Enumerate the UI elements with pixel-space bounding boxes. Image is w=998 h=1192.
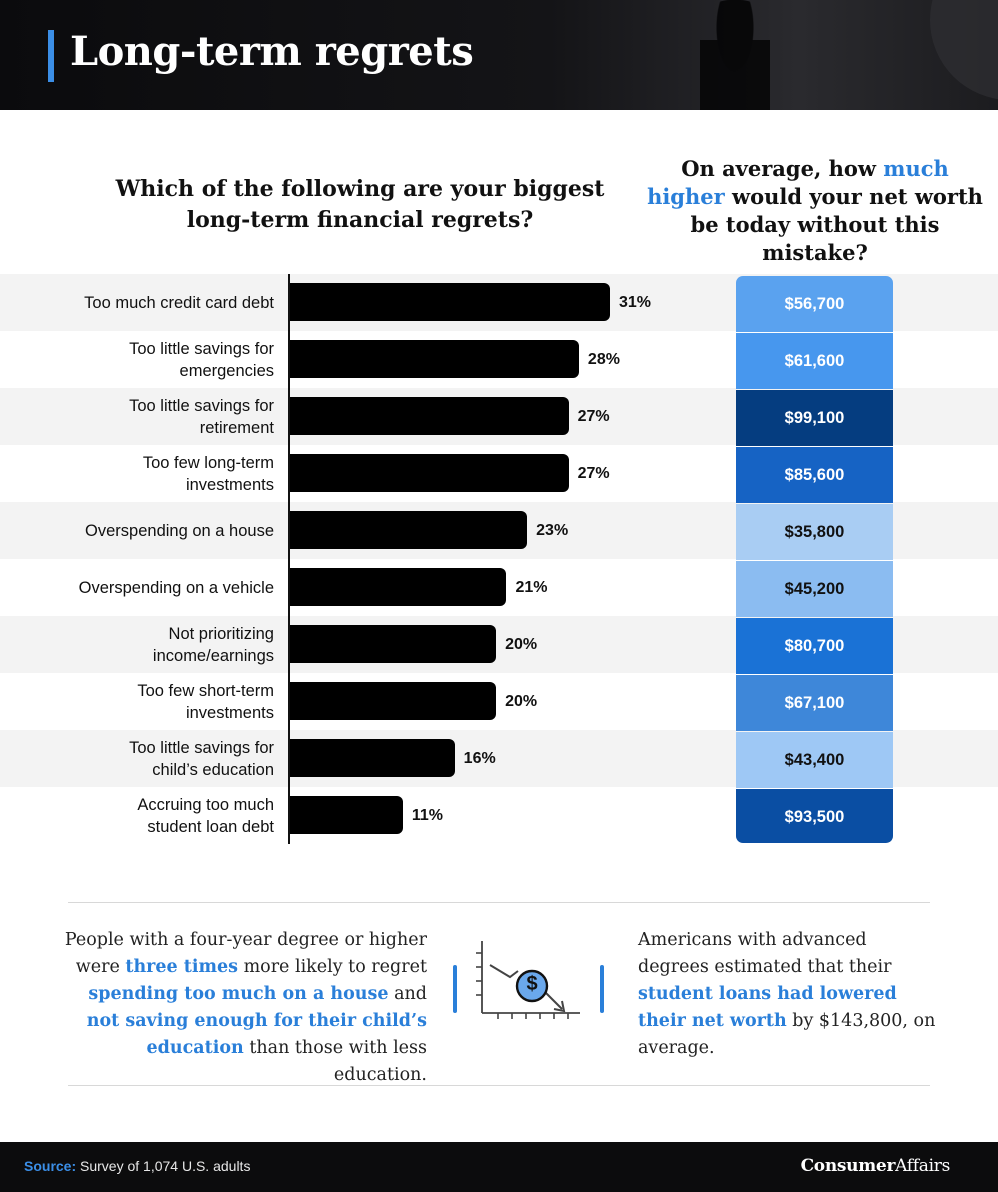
net-worth-cell: $67,100 (736, 675, 893, 731)
right-question-pre: On average, how (681, 156, 884, 181)
bar (289, 796, 403, 834)
net-worth-cell: $93,500 (736, 789, 893, 843)
net-worth-cell: $43,400 (736, 732, 893, 788)
bar (289, 283, 610, 321)
category-label-line: Too little savings for (129, 396, 274, 415)
value-label: 23% (536, 521, 569, 539)
category-label: Too few long-term investments (14, 445, 274, 502)
value-label: 31% (619, 293, 652, 311)
category-label: Too little savings for emergencies (14, 331, 274, 388)
value-label: 27% (577, 407, 610, 425)
category-label-line: emergencies (179, 361, 274, 380)
category-label-line: Overspending on a house (85, 521, 274, 540)
note-text: by $143,800, on average. (638, 1011, 936, 1058)
category-label: Accruing too much student loan debt (14, 787, 274, 844)
regret-row: Accruing too much student loan debt 11% (0, 787, 998, 844)
right-question-highlight: much higher (647, 156, 949, 209)
bar (289, 397, 569, 435)
net-worth-cell: $35,800 (736, 504, 893, 560)
note-text: Americans with advanced degrees estimate… (638, 930, 892, 977)
category-label-line: investments (185, 475, 274, 494)
net-worth-cell: $80,700 (736, 618, 893, 674)
category-label: Too few short-term investments (14, 673, 274, 730)
note-highlight: spending too much on a house (88, 984, 389, 1004)
person-silhouette (700, 0, 770, 110)
note-text: People with a four-year degree or higher… (64, 930, 427, 977)
note-text: than those with less education. (243, 1038, 427, 1085)
bar (289, 340, 579, 378)
net-worth-cell: $61,600 (736, 333, 893, 389)
logo-bold: Consumer (800, 1156, 896, 1176)
regret-row: Too few short-term investments 20% (0, 673, 998, 730)
regret-row: Too few long-term investments 27% (0, 445, 998, 502)
net-worth-cell: $56,700 (736, 276, 893, 332)
logo-regular: Affairs (895, 1156, 950, 1176)
category-label-line: income/earnings (152, 646, 274, 665)
category-label: Too little savings for retirement (14, 388, 274, 445)
category-label-line: Too little savings for (129, 738, 274, 757)
value-label: 11% (411, 806, 444, 824)
bar (289, 511, 528, 549)
note-text: more likely to regret (238, 957, 427, 977)
category-label-line: student loan debt (147, 817, 274, 836)
student-loan-note: Americans with advanced degrees estimate… (638, 927, 938, 1062)
category-label: Too much credit card debt (14, 274, 274, 331)
page-title: Long-term regrets (70, 28, 474, 75)
value-label: 21% (515, 578, 548, 596)
decorative-arc (930, 0, 998, 100)
header-banner: Long-term regrets (0, 0, 998, 110)
value-label: 27% (577, 464, 610, 482)
source-key: Source: (24, 1158, 77, 1174)
category-label-line: Too little savings for (129, 339, 274, 358)
net-worth-cell: $85,600 (736, 447, 893, 503)
right-question: On average, how much higher would your n… (640, 155, 990, 267)
note-highlight: not saving enough for their child’s educ… (86, 1011, 427, 1058)
category-label-line: Not prioritizing (168, 624, 274, 643)
bar (289, 625, 497, 663)
bar (289, 454, 569, 492)
category-label-line: Too few long-term (142, 453, 274, 472)
regret-row: Too little savings for emergencies 28% (0, 331, 998, 388)
title-accent-bar (48, 30, 54, 82)
consumer-affairs-logo: ConsumerAffairs (800, 1156, 951, 1176)
net-worth-cell: $45,200 (736, 561, 893, 617)
net-worth-column: $56,700 $61,600 $99,100 $85,600 $35,800 $45,2… (736, 276, 893, 843)
left-question: Which of the following are your biggest … (115, 176, 605, 233)
bar-axis-line (288, 274, 290, 844)
bottom-divider (68, 1085, 930, 1086)
value-label: 28% (587, 350, 620, 368)
footer-bar: Source: Survey of 1,074 U.S. adults Cons… (0, 1142, 998, 1192)
category-label-line: Overspending on a vehicle (78, 578, 274, 597)
category-label: Overspending on a vehicle (14, 559, 274, 616)
category-label: Overspending on a house (14, 502, 274, 559)
category-label-line: Accruing too much (137, 795, 274, 814)
value-label: 20% (505, 692, 538, 710)
category-label-line: investments (185, 703, 274, 722)
category-label-line: retirement (199, 418, 274, 437)
declining-dollar-chart-icon: $ (450, 935, 610, 1025)
value-label: 20% (505, 635, 538, 653)
top-divider (68, 902, 930, 903)
source-text: Survey of 1,074 U.S. adults (76, 1158, 251, 1174)
bar (289, 739, 455, 777)
category-label: Not prioritizing income/earnings (14, 616, 274, 673)
note-highlight: student loans had lowered their net wort… (638, 984, 897, 1031)
category-label-line: child’s education (152, 760, 274, 779)
note-highlight: three times (125, 957, 238, 977)
regret-row: Overspending on a vehicle 21% (0, 559, 998, 616)
category-label-line: Too few short-term (137, 681, 274, 700)
note-text: and (388, 984, 427, 1004)
value-label: 16% (463, 749, 496, 767)
right-question-post: would your net worth be today without th… (690, 184, 983, 265)
net-worth-cell: $99,100 (736, 390, 893, 446)
source-line: Source: Survey of 1,074 U.S. adults (24, 1158, 250, 1174)
category-label: Too little savings for child’s education (14, 730, 274, 787)
category-label-line: Too much credit card debt (84, 293, 274, 312)
dollar-sign-icon: $ (526, 973, 538, 995)
bar (289, 568, 507, 606)
education-note: People with a four-year degree or higher… (60, 927, 427, 1089)
bar (289, 682, 497, 720)
